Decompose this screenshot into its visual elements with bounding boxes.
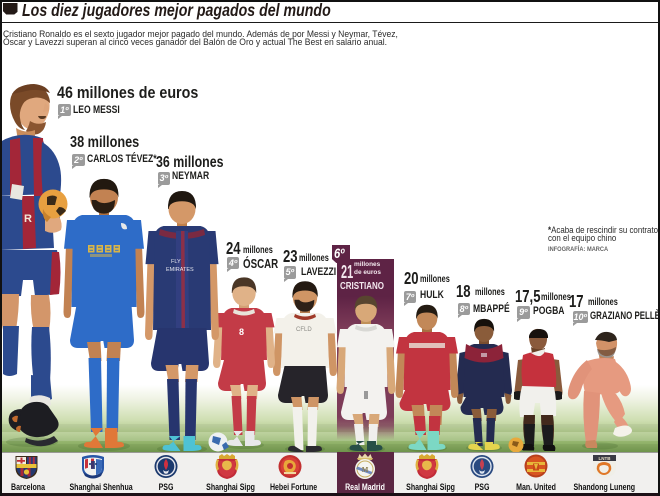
svg-text:LNTB: LNTB — [599, 456, 612, 461]
svg-text:EMIRATES: EMIRATES — [166, 267, 194, 273]
svg-text:CFLD: CFLD — [296, 327, 312, 333]
svg-text:FLY: FLY — [171, 259, 181, 265]
svg-text:8: 8 — [239, 327, 244, 337]
svg-text:M: M — [362, 466, 369, 474]
svg-text:R: R — [24, 213, 32, 225]
